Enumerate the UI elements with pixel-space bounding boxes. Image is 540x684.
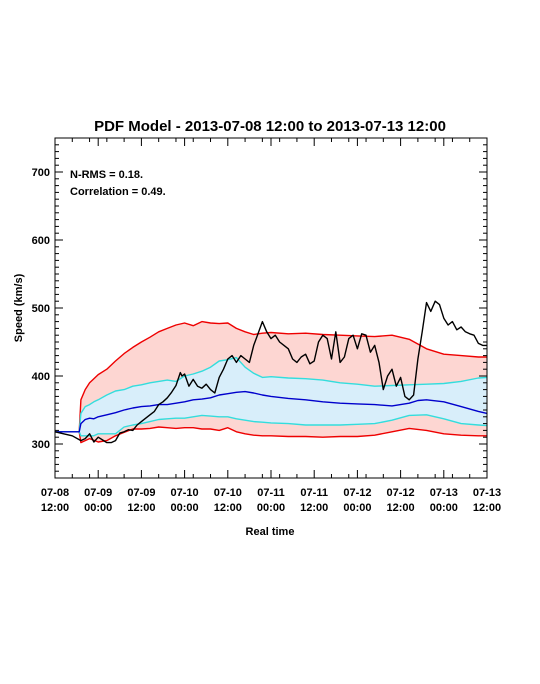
x-tick-label-date: 07-13 xyxy=(473,487,501,499)
y-tick-label: 600 xyxy=(32,235,50,247)
x-axis-label: Real time xyxy=(246,526,295,538)
inner-band-lower-line xyxy=(55,414,488,437)
annotation-nrms: N-RMS = 0.18. xyxy=(70,169,143,181)
outer-band-upper-line xyxy=(55,320,487,433)
x-tick-label-time: 12:00 xyxy=(214,502,242,514)
y-axis-label: Speed (km/s) xyxy=(13,273,25,342)
observed-line xyxy=(54,300,487,444)
x-tick-label-date: 07-08 xyxy=(41,487,69,499)
x-tick-label-date: 07-10 xyxy=(171,487,199,499)
x-tick-label-time: 00:00 xyxy=(343,502,371,514)
x-tick-label-date: 07-13 xyxy=(430,487,458,499)
x-tick-label-time: 12:00 xyxy=(300,502,328,514)
y-tick-label: 700 xyxy=(32,167,50,179)
x-tick-label-date: 07-10 xyxy=(214,487,242,499)
x-tick-label-date: 07-09 xyxy=(127,487,155,499)
x-tick-label-time: 00:00 xyxy=(171,502,199,514)
annotation-correlation: Correlation = 0.49. xyxy=(70,186,166,198)
x-tick-label-time: 12:00 xyxy=(127,502,155,514)
x-tick-label-time: 12:00 xyxy=(473,502,501,514)
x-tick-label-time: 00:00 xyxy=(257,502,285,514)
x-tick-label-time: 12:00 xyxy=(41,502,69,514)
y-tick-label: 500 xyxy=(32,303,50,315)
x-tick-label-date: 07-12 xyxy=(343,487,371,499)
chart-title: PDF Model - 2013-07-08 12:00 to 2013-07-… xyxy=(94,118,446,135)
x-tick-label-date: 07-12 xyxy=(387,487,415,499)
y-tick-label: 400 xyxy=(32,371,50,383)
x-tick-label-time: 12:00 xyxy=(387,502,415,514)
outer-band-lower-line xyxy=(55,426,487,444)
x-tick-label-date: 07-11 xyxy=(257,487,285,499)
x-tick-label-date: 07-09 xyxy=(84,487,112,499)
x-tick-label-time: 00:00 xyxy=(430,502,458,514)
x-tick-label-date: 07-11 xyxy=(300,487,328,499)
tick-labels-layer: 300 400 500 600 700 07-08 12:00 07-09 00:00 07-09… xyxy=(32,167,501,514)
x-tick-label-time: 00:00 xyxy=(84,502,112,514)
ticks-layer xyxy=(54,137,488,479)
y-tick-label: 300 xyxy=(32,439,50,451)
bands-layer xyxy=(55,321,487,443)
lines-layer xyxy=(54,300,488,444)
median-line xyxy=(55,390,488,433)
